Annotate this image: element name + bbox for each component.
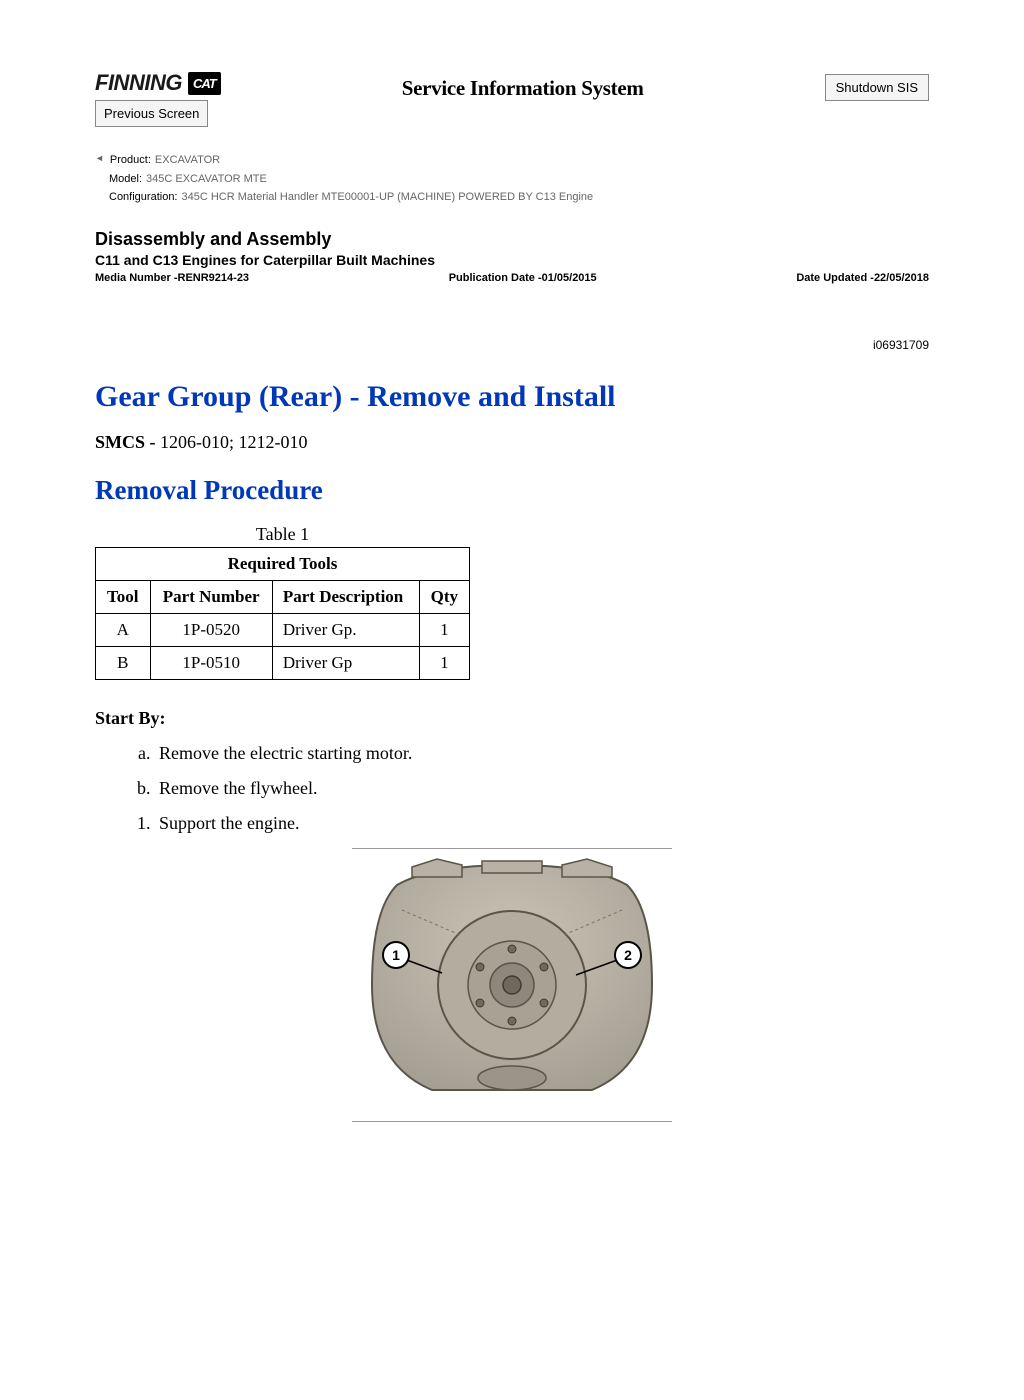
sis-title: Service Information System [402, 76, 644, 101]
table-header-row: Tool Part Number Part Description Qty [96, 581, 470, 614]
col-head-partdesc: Part Description [272, 581, 419, 614]
date-updated: Date Updated -22/05/2018 [796, 272, 929, 284]
figure-rule-bottom [352, 1121, 672, 1122]
col-head-tool: Tool [96, 581, 151, 614]
logo-finning-text: FINNING [95, 70, 182, 96]
shutdown-sis-button[interactable]: Shutdown SIS [825, 74, 929, 101]
doc-subtitle: C11 and C13 Engines for Caterpillar Buil… [95, 252, 929, 268]
doc-title: Disassembly and Assembly [95, 229, 929, 250]
list-item: Remove the flywheel. [155, 778, 929, 799]
model-value: 345C EXCAVATOR MTE [146, 170, 267, 189]
table-caption: Table 1 [95, 524, 470, 545]
smcs-codes: SMCS - 1206-010; 1212-010 [95, 432, 929, 453]
config-label: Configuration: [109, 188, 178, 207]
table-row: B 1P-0510 Driver Gp 1 [96, 647, 470, 680]
model-label: Model: [109, 170, 142, 189]
product-label: Product: [110, 151, 151, 170]
housing-illustration: 1 2 [352, 855, 672, 1115]
steps-list: Support the engine. [95, 813, 929, 834]
callout-1-label: 1 [392, 947, 400, 963]
list-item: Support the engine. [155, 813, 929, 834]
product-meta: ◄ Product: EXCAVATOR Model: 345C EXCAVAT… [95, 151, 929, 207]
section-heading: Removal Procedure [95, 475, 929, 506]
col-head-partnum: Part Number [150, 581, 272, 614]
document-id: i06931709 [95, 338, 929, 352]
previous-screen-button[interactable]: Previous Screen [95, 100, 208, 127]
callout-2-label: 2 [624, 947, 632, 963]
figure-rule-top [352, 848, 672, 849]
table-title: Required Tools [96, 548, 470, 581]
start-by-label: Start By: [95, 708, 929, 729]
table-row: A 1P-0520 Driver Gp. 1 [96, 614, 470, 647]
product-value: EXCAVATOR [155, 151, 220, 170]
publication-date: Publication Date -01/05/2015 [449, 272, 597, 284]
col-head-qty: Qty [419, 581, 469, 614]
figure-1: 1 2 [352, 848, 672, 1122]
config-value: 345C HCR Material Handler MTE00001-UP (M… [182, 188, 594, 207]
start-by-list: Remove the electric starting motor. Remo… [95, 743, 929, 799]
main-heading: Gear Group (Rear) - Remove and Install [95, 380, 929, 414]
list-item: Remove the electric starting motor. [155, 743, 929, 764]
logo-cat-badge: CAT [188, 72, 221, 95]
brand-logo: FINNING CAT [95, 70, 221, 96]
caret-left-icon: ◄ [95, 151, 104, 170]
required-tools-table: Required Tools Tool Part Number Part Des… [95, 547, 470, 680]
media-number: Media Number -RENR9214-23 [95, 272, 249, 284]
